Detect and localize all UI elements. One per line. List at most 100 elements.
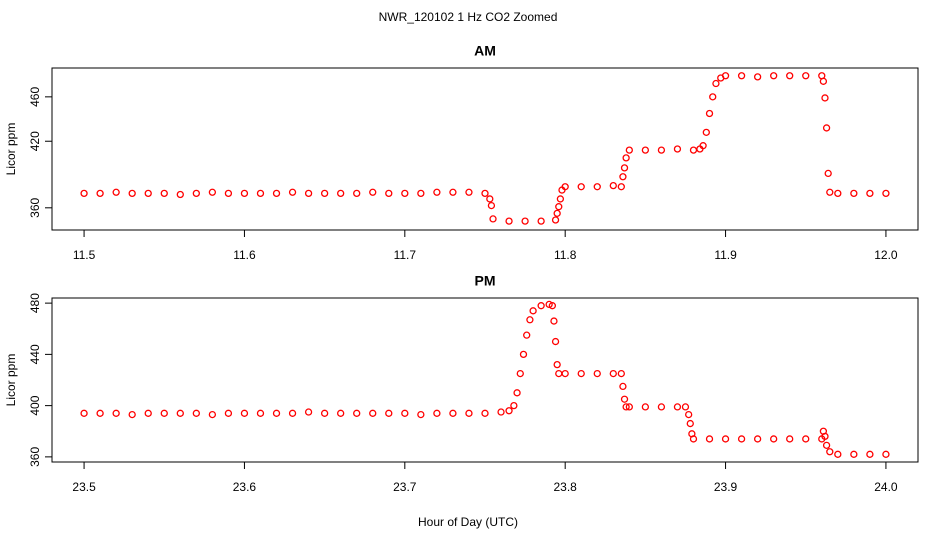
data-point — [551, 337, 560, 346]
data-point — [523, 331, 531, 339]
y-axis-label: Licor ppm — [4, 354, 18, 407]
data-point — [620, 395, 629, 403]
y-tick-label: 440 — [28, 344, 42, 364]
data-point — [593, 369, 601, 378]
panel-title: PM — [475, 273, 496, 289]
x-tick-label: 23.5 — [72, 480, 96, 494]
data-point — [112, 409, 120, 417]
x-tick-label: 12.0 — [874, 248, 898, 262]
data-point — [272, 189, 281, 198]
data-point — [641, 146, 650, 154]
data-point — [822, 441, 831, 449]
data-point — [553, 360, 561, 369]
data-point — [160, 409, 168, 417]
data-point — [320, 189, 329, 198]
data-point — [577, 183, 585, 191]
data-point — [556, 195, 565, 203]
data-point — [288, 409, 297, 417]
data-point — [786, 435, 794, 443]
data-point — [709, 93, 717, 101]
data-point — [96, 189, 104, 198]
data-point — [417, 410, 425, 419]
x-tick-label: 11.7 — [394, 248, 417, 262]
y-tick-label: 400 — [28, 395, 42, 415]
data-point — [128, 189, 136, 198]
data-point — [433, 188, 441, 196]
data-point — [521, 217, 529, 225]
y-tick-label: 480 — [28, 293, 42, 313]
data-point — [449, 409, 457, 417]
data-point — [737, 72, 746, 80]
data-point — [369, 409, 377, 417]
data-point — [192, 189, 200, 198]
data-point — [80, 409, 88, 417]
data-point — [681, 403, 690, 411]
figure-title: NWR_120102 1 Hz CO2 Zoomed — [379, 10, 558, 24]
data-point — [802, 72, 810, 80]
plot-frame — [51, 67, 919, 231]
data-point — [80, 189, 88, 198]
data-point — [553, 209, 561, 218]
data-point — [112, 188, 120, 196]
data-point — [513, 389, 521, 397]
data-point — [433, 409, 441, 417]
data-point — [770, 435, 778, 443]
data-point — [770, 72, 778, 80]
data-point — [529, 307, 537, 315]
data-point — [551, 216, 560, 224]
x-tick-label: 23.9 — [714, 480, 738, 494]
x-tick-label: 23.8 — [554, 480, 578, 494]
data-point — [550, 317, 558, 325]
data-point — [555, 203, 563, 211]
x-tick-label: 11.6 — [233, 248, 256, 262]
y-tick-label: 360 — [28, 197, 42, 217]
data-point — [657, 403, 666, 411]
data-point — [505, 217, 513, 225]
data-point — [826, 188, 834, 196]
data-point — [385, 409, 393, 417]
data-point — [622, 154, 630, 162]
data-point — [619, 173, 627, 181]
data-point — [288, 188, 297, 196]
data-point — [712, 79, 720, 88]
data-point — [481, 189, 489, 198]
data-point — [753, 435, 762, 443]
data-point — [834, 450, 842, 458]
data-point — [128, 410, 136, 419]
data-point — [192, 409, 200, 417]
y-tick-label: 420 — [28, 131, 42, 151]
data-point — [609, 369, 617, 378]
data-point — [824, 169, 832, 178]
data-point — [561, 183, 569, 191]
x-tick-label: 24.0 — [874, 480, 898, 494]
data-point — [489, 215, 497, 223]
data-point — [417, 189, 425, 198]
data-point — [617, 183, 625, 191]
data-point — [510, 401, 518, 410]
data-point — [625, 146, 633, 154]
data-point — [401, 409, 409, 417]
data-point — [208, 188, 217, 196]
data-point — [144, 189, 152, 198]
data-point — [641, 403, 650, 411]
data-point — [337, 189, 345, 198]
data-point — [617, 369, 625, 378]
data-point — [821, 432, 829, 441]
data-point — [537, 302, 545, 310]
data-point — [850, 189, 858, 198]
data-point — [702, 128, 710, 137]
data-point — [449, 188, 457, 196]
data-point — [487, 201, 496, 210]
data-point — [577, 369, 585, 378]
data-point — [176, 409, 184, 417]
data-point — [721, 72, 730, 80]
data-point — [481, 409, 489, 417]
data-point — [721, 435, 730, 443]
data-point — [337, 409, 345, 417]
data-point — [385, 189, 393, 198]
data-point — [673, 145, 682, 153]
data-point — [486, 195, 494, 203]
data-point — [826, 448, 834, 456]
y-tick-label: 460 — [28, 87, 42, 107]
